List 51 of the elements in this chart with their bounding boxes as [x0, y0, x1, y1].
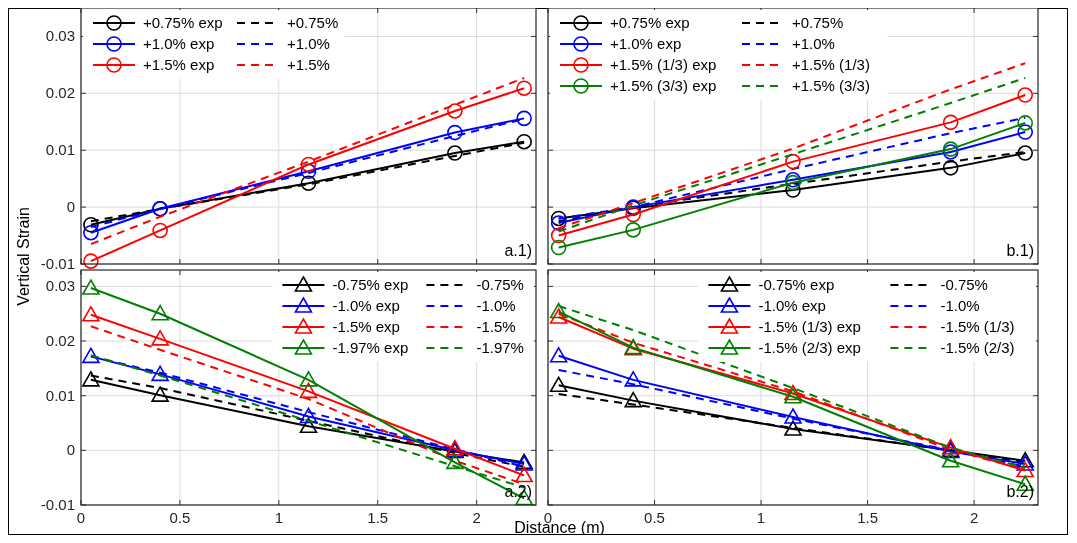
- y-tick-label: 0: [66, 441, 75, 459]
- legend-label: -1.97% exp: [332, 339, 409, 356]
- legend-label: +0.75%: [287, 14, 339, 31]
- x-tick-label: 1.5: [367, 509, 389, 526]
- legend-label: +0.75% exp: [143, 14, 223, 31]
- legend-label: +0.75% exp: [610, 14, 690, 31]
- legend-label: -0.75%: [940, 276, 988, 293]
- x-tick-label: 0.5: [644, 509, 665, 526]
- y-tick-label: 0.01: [45, 141, 75, 159]
- annotation: b.1): [1006, 242, 1034, 259]
- legend-label: -1.5% (2/3) exp: [758, 339, 861, 356]
- annotation: a.1): [504, 242, 532, 259]
- legend-label: -1.0% exp: [332, 297, 400, 314]
- legend-label: -0.75% exp: [758, 276, 835, 293]
- y-tick-label: 0.03: [45, 277, 75, 295]
- x-tick-label: 1: [274, 509, 283, 526]
- legend-label: +1.5% (3/3): [792, 77, 870, 94]
- legend-label: -1.5% (1/3): [940, 318, 1015, 335]
- legend-label: +1.5% exp: [143, 56, 215, 73]
- x-tick-label: 2: [472, 509, 481, 526]
- y-tick-label: 0.01: [45, 386, 75, 404]
- x-tick-label: 2: [969, 509, 979, 526]
- y-tick-label: 0.02: [45, 332, 75, 350]
- y-tick-label: 0.03: [45, 27, 75, 45]
- legend-label: +0.75%: [792, 14, 844, 31]
- y-tick-label: 0.02: [45, 84, 75, 102]
- x-tick-label: 1: [756, 509, 766, 526]
- y-axis-title: Vertical Strain: [15, 207, 32, 306]
- legend-label: +1.5%: [287, 56, 330, 73]
- y-tick-label: -0.01: [40, 255, 75, 272]
- legend-label: -1.5%: [476, 318, 516, 335]
- legend-label: -1.5% (2/3): [940, 339, 1015, 356]
- x-tick-label: 1.5: [857, 509, 878, 526]
- legend-label: -0.75%: [476, 276, 524, 293]
- legend-label: +1.0% exp: [143, 35, 215, 52]
- legend-label: +1.0%: [287, 35, 330, 52]
- legend-label: +1.5% (1/3) exp: [610, 56, 717, 73]
- legend-label: +1.5% (1/3): [792, 56, 870, 73]
- legend-label: -1.0%: [940, 297, 980, 314]
- legend-label: -1.5% (1/3) exp: [758, 318, 861, 335]
- legend-label: -1.0%: [476, 297, 516, 314]
- legend-label: -1.97%: [476, 339, 524, 356]
- legend-label: -1.0% exp: [758, 297, 826, 314]
- legend-label: -0.75% exp: [332, 276, 409, 293]
- y-tick-label: -0.01: [40, 496, 75, 513]
- legend-label: +1.0% exp: [610, 35, 682, 52]
- legend-label: -1.5% exp: [332, 318, 400, 335]
- legend-label: +1.5% (3/3) exp: [610, 77, 717, 94]
- y-tick-label: 0: [66, 198, 75, 216]
- legend-label: +1.0%: [792, 35, 835, 52]
- x-tick-label: 0.5: [169, 509, 191, 526]
